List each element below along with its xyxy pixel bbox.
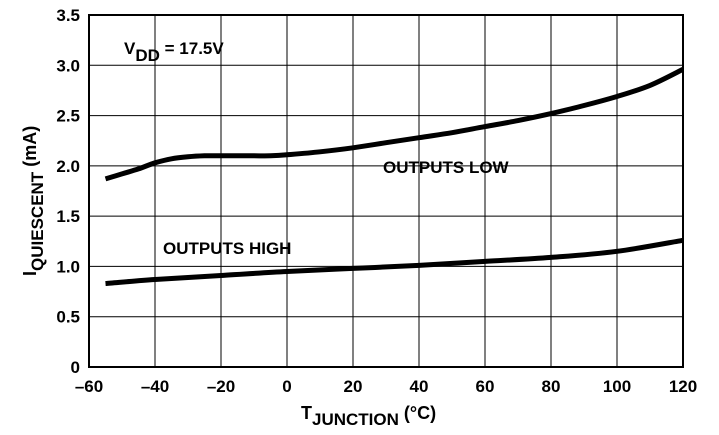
x-tick-labels: –60 –40 –20 0 20 40 60 80 100 120 xyxy=(75,377,697,396)
x-tick-label: 100 xyxy=(603,377,631,396)
x-axis-title-unit: (°C) xyxy=(399,403,436,423)
x-tick-label: –40 xyxy=(141,377,169,396)
vdd-rest: = 17.5V xyxy=(160,39,224,58)
x-tick-label: 60 xyxy=(476,377,495,396)
y-tick-label: 2.5 xyxy=(56,107,80,126)
x-tick-label: 80 xyxy=(542,377,561,396)
y-axis-title-unit: (mA) xyxy=(20,126,40,172)
y-tick-label: 1.0 xyxy=(56,257,80,276)
series-line-outputs-high xyxy=(105,237,684,286)
y-tick-label: 3.5 xyxy=(56,6,80,25)
vdd-sub: DD xyxy=(135,46,160,65)
x-axis-title-main: T xyxy=(301,403,312,423)
series-lines xyxy=(104,67,685,286)
vdd-main: V xyxy=(124,39,136,58)
y-tick-label: 0 xyxy=(71,358,80,377)
grid xyxy=(89,15,683,367)
outputs-low-label: OUTPUTS LOW xyxy=(383,158,510,177)
y-tick-label: 3.0 xyxy=(56,56,80,75)
x-tick-label: 40 xyxy=(410,377,429,396)
vdd-annotation: VDD = 17.5V xyxy=(124,39,224,65)
x-tick-label: 0 xyxy=(282,377,291,396)
x-axis-title-sub: JUNCTION xyxy=(312,410,399,429)
y-axis-title-main: I xyxy=(20,271,40,276)
y-tick-labels: 0 0.5 1.0 1.5 2.0 2.5 3.0 3.5 xyxy=(56,6,80,377)
x-tick-label: –60 xyxy=(75,377,103,396)
plot-frame xyxy=(88,14,684,368)
y-tick-label: 1.5 xyxy=(56,207,80,226)
y-tick-label: 2.0 xyxy=(56,157,80,176)
x-tick-label: 120 xyxy=(669,377,697,396)
y-axis-title: IQUIESCENT (mA) xyxy=(20,126,47,276)
y-tick-label: 0.5 xyxy=(56,308,80,327)
outputs-high-label: OUTPUTS HIGH xyxy=(163,239,291,258)
x-tick-label: 20 xyxy=(344,377,363,396)
series-line-outputs-low xyxy=(104,67,685,182)
x-axis-title: TJUNCTION (°C) xyxy=(301,403,436,429)
x-tick-label: –20 xyxy=(207,377,235,396)
y-axis-title-sub: QUIESCENT xyxy=(28,171,47,271)
